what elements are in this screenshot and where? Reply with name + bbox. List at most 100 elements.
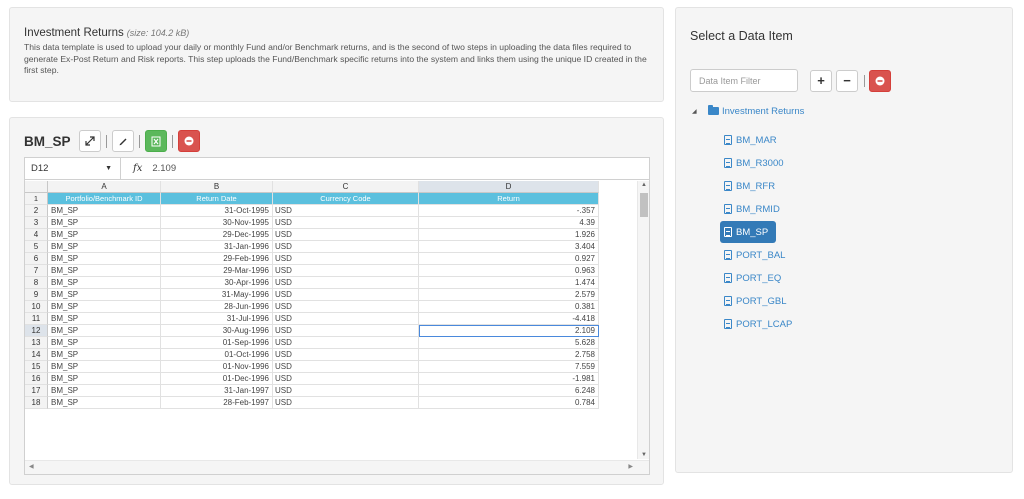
header-cell[interactable]: Return bbox=[419, 193, 599, 205]
cell-id[interactable]: BM_SP bbox=[48, 289, 161, 301]
cell-date[interactable]: 29-Dec-1995 bbox=[161, 229, 273, 241]
cell-currency[interactable]: USD bbox=[273, 361, 419, 373]
cell-currency[interactable]: USD bbox=[273, 217, 419, 229]
cell-date[interactable]: 31-Oct-1995 bbox=[161, 205, 273, 217]
cell-currency[interactable]: USD bbox=[273, 289, 419, 301]
cell-currency[interactable]: USD bbox=[273, 313, 419, 325]
row-number[interactable]: 15 bbox=[25, 361, 48, 373]
cell-return[interactable]: 2.579 bbox=[419, 289, 599, 301]
cell-return[interactable]: 1.926 bbox=[419, 229, 599, 241]
row-number[interactable]: 17 bbox=[25, 385, 48, 397]
row-number[interactable]: 9 bbox=[25, 289, 48, 301]
cell-currency[interactable]: USD bbox=[273, 385, 419, 397]
cell-date[interactable]: 01-Oct-1996 bbox=[161, 349, 273, 361]
cell-id[interactable]: BM_SP bbox=[48, 349, 161, 361]
expand-all-button[interactable]: + bbox=[810, 69, 832, 92]
row-number[interactable]: 1 bbox=[25, 193, 48, 205]
cell-return[interactable]: 0.784 bbox=[419, 397, 599, 409]
cell-return[interactable]: 0.381 bbox=[419, 301, 599, 313]
cell-currency[interactable]: USD bbox=[273, 397, 419, 409]
cell-date[interactable]: 30-Apr-1996 bbox=[161, 277, 273, 289]
cell-currency[interactable]: USD bbox=[273, 229, 419, 241]
horizontal-scrollbar[interactable]: ◀ ▶ bbox=[25, 460, 649, 474]
column-letter[interactable]: C bbox=[273, 181, 419, 193]
spreadsheet[interactable]: D12 ▼ fx 2.109 A B C D 1 Portfolio/Bench… bbox=[24, 157, 650, 475]
cell-currency[interactable]: USD bbox=[273, 277, 419, 289]
cell-return[interactable]: -4.418 bbox=[419, 313, 599, 325]
row-number[interactable]: 14 bbox=[25, 349, 48, 361]
cell-date[interactable]: 29-Feb-1996 bbox=[161, 253, 273, 265]
cell-id[interactable]: BM_SP bbox=[48, 385, 161, 397]
cell-id[interactable]: BM_SP bbox=[48, 301, 161, 313]
cell-id[interactable]: BM_SP bbox=[48, 205, 161, 217]
cell-currency[interactable]: USD bbox=[273, 253, 419, 265]
cell-date[interactable]: 01-Nov-1996 bbox=[161, 361, 273, 373]
cell-id[interactable]: BM_SP bbox=[48, 313, 161, 325]
tree-item-port-bal[interactable]: PORT_BAL bbox=[724, 246, 791, 264]
data-item-filter-input[interactable] bbox=[690, 69, 798, 92]
row-number[interactable]: 6 bbox=[25, 253, 48, 265]
scroll-left-icon[interactable]: ◀ bbox=[29, 464, 34, 470]
cell-return[interactable]: 6.248 bbox=[419, 385, 599, 397]
header-cell[interactable]: Portfolio/Benchmark ID bbox=[48, 193, 161, 205]
scroll-up-icon[interactable]: ▲ bbox=[641, 182, 647, 188]
cell-date[interactable]: 29-Mar-1996 bbox=[161, 265, 273, 277]
formula-value[interactable]: 2.109 bbox=[152, 163, 177, 174]
cell-date[interactable]: 28-Jun-1996 bbox=[161, 301, 273, 313]
scroll-down-icon[interactable]: ▼ bbox=[641, 452, 647, 458]
cell-currency[interactable]: USD bbox=[273, 349, 419, 361]
tree-item-bm-rmid[interactable]: BM_RMID bbox=[724, 200, 786, 218]
cell-return[interactable]: 2.109 bbox=[419, 325, 599, 337]
tree-item-bm-r3000[interactable]: BM_R3000 bbox=[724, 154, 790, 172]
tree-root[interactable]: ◢ Investment Returns bbox=[690, 104, 804, 118]
header-cell[interactable]: Currency Code bbox=[273, 193, 419, 205]
cell-id[interactable]: BM_SP bbox=[48, 277, 161, 289]
row-number[interactable]: 2 bbox=[25, 205, 48, 217]
tree-item-bm-rfr[interactable]: BM_RFR bbox=[724, 177, 781, 195]
tree-item-bm-sp[interactable]: BM_SP bbox=[720, 221, 777, 243]
cell-return[interactable]: 7.559 bbox=[419, 361, 599, 373]
cell-date[interactable]: 31-May-1996 bbox=[161, 289, 273, 301]
cell-id[interactable]: BM_SP bbox=[48, 217, 161, 229]
cell-date[interactable]: 01-Sep-1996 bbox=[161, 337, 273, 349]
scroll-right-icon[interactable]: ▶ bbox=[628, 464, 633, 470]
tree-item-port-lcap[interactable]: PORT_LCAP bbox=[724, 315, 798, 333]
row-number[interactable]: 18 bbox=[25, 397, 48, 409]
cell-id[interactable]: BM_SP bbox=[48, 397, 161, 409]
cell-date[interactable]: 28-Feb-1997 bbox=[161, 397, 273, 409]
row-number[interactable]: 12 bbox=[25, 325, 48, 337]
cell-return[interactable]: -.357 bbox=[419, 205, 599, 217]
cell-date[interactable]: 30-Nov-1995 bbox=[161, 217, 273, 229]
cell-id[interactable]: BM_SP bbox=[48, 265, 161, 277]
cell-currency[interactable]: USD bbox=[273, 337, 419, 349]
cell-return[interactable]: 3.404 bbox=[419, 241, 599, 253]
cell-currency[interactable]: USD bbox=[273, 241, 419, 253]
row-number[interactable]: 4 bbox=[25, 229, 48, 241]
tree-item-port-eq[interactable]: PORT_EQ bbox=[724, 269, 787, 287]
cell-return[interactable]: 0.963 bbox=[419, 265, 599, 277]
row-number[interactable]: 11 bbox=[25, 313, 48, 325]
cell-reference-select[interactable]: D12 ▼ bbox=[25, 158, 121, 179]
cell-date[interactable]: 01-Dec-1996 bbox=[161, 373, 273, 385]
cell-return[interactable]: 4.39 bbox=[419, 217, 599, 229]
cell-currency[interactable]: USD bbox=[273, 205, 419, 217]
cell-return[interactable]: 0.927 bbox=[419, 253, 599, 265]
row-number[interactable]: 10 bbox=[25, 301, 48, 313]
cell-currency[interactable]: USD bbox=[273, 301, 419, 313]
collapse-all-button[interactable]: − bbox=[836, 69, 858, 92]
cell-date[interactable]: 31-Jan-1997 bbox=[161, 385, 273, 397]
cell-currency[interactable]: USD bbox=[273, 265, 419, 277]
column-letter[interactable]: A bbox=[48, 181, 161, 193]
cell-date[interactable]: 31-Jul-1996 bbox=[161, 313, 273, 325]
cell-currency[interactable]: USD bbox=[273, 373, 419, 385]
cell-id[interactable]: BM_SP bbox=[48, 325, 161, 337]
cell-id[interactable]: BM_SP bbox=[48, 373, 161, 385]
column-letter[interactable]: B bbox=[161, 181, 273, 193]
cell-id[interactable]: BM_SP bbox=[48, 337, 161, 349]
vertical-scrollbar[interactable]: ▲ ▼ bbox=[637, 181, 649, 459]
row-number[interactable]: 13 bbox=[25, 337, 48, 349]
tree-item-port-gbl[interactable]: PORT_GBL bbox=[724, 292, 793, 310]
tree-item-bm-mar[interactable]: BM_MAR bbox=[724, 131, 783, 149]
tree-collapse-icon[interactable]: ◢ bbox=[692, 108, 697, 115]
edit-button[interactable] bbox=[111, 130, 134, 152]
